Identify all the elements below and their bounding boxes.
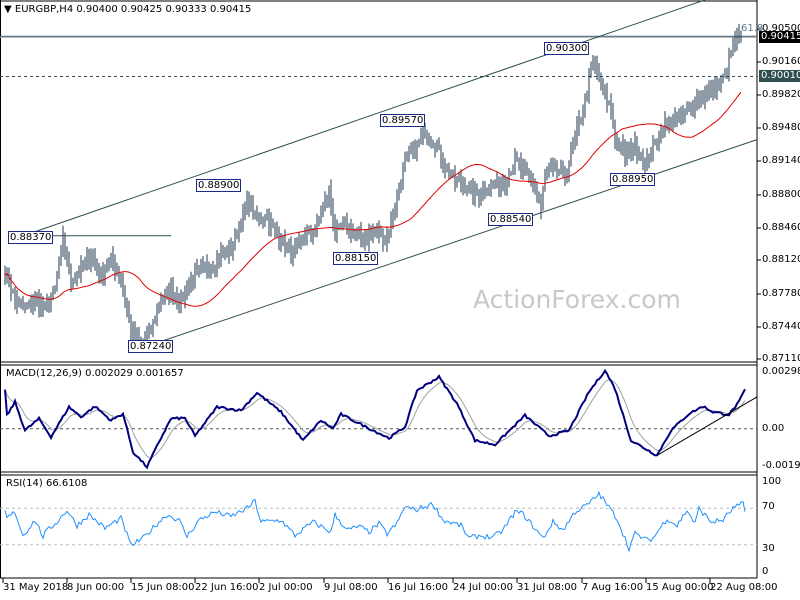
time-axis-label: 8 Jun 00:00	[67, 582, 125, 593]
macd-title: MACD(12,26,9) 0.002029 0.001657	[6, 368, 184, 379]
annotation-label: 0.88370	[8, 231, 54, 244]
price-axis-label: 0.88460	[762, 222, 800, 233]
annotation-label: 0.88900	[196, 179, 242, 192]
price-axis-label: 0.89140	[762, 155, 800, 166]
price-axis-label: 0.88800	[762, 189, 800, 200]
macd-signal-line	[4, 379, 746, 459]
annotation-label: 0.89570	[380, 114, 426, 127]
macd-axis-bottom: -0.00196	[762, 460, 800, 471]
time-axis-label: 9 Jul 08:00	[324, 582, 378, 593]
rsi-axis-label: 0	[762, 566, 769, 577]
annotation-label: 0.90300	[544, 42, 590, 55]
rsi-axis-label: 70	[762, 501, 775, 512]
price-axis-label: 0.90160	[762, 56, 800, 67]
price-axis-label: 0.87440	[762, 321, 800, 332]
current-price-box: 0.90415	[759, 31, 800, 43]
price-axis-label: 0.89480	[762, 122, 800, 133]
watermark: ActionForex.com	[473, 285, 681, 314]
annotation-label: 0.88950	[610, 173, 656, 186]
annotation-label: 0.87240	[128, 340, 174, 353]
rsi-axis-label: 30	[762, 543, 775, 554]
rsi-title: RSI(14) 66.6108	[6, 478, 88, 489]
time-axis-label: 22 Aug 08:00	[710, 582, 778, 593]
collapse-triangle-icon[interactable]: ▼	[4, 4, 12, 15]
level-price-box: 0.90010	[759, 70, 800, 82]
macd-axis-zero: 0.00	[762, 423, 785, 434]
channel-upper-line	[14, 0, 706, 240]
annotation-label: 0.88540	[488, 213, 534, 226]
time-axis-label: 2 Jul 00:00	[259, 582, 313, 593]
annotation-label: 0.88150	[333, 252, 379, 265]
price-axis-label: 0.89820	[762, 89, 800, 100]
time-axis-label: 15 Jun 08:00	[131, 582, 195, 593]
channel-lower-line	[134, 139, 758, 351]
macd-axis-top: 0.002984	[762, 366, 800, 377]
moving-average-line	[4, 91, 742, 307]
ohlc-values: 0.90400 0.90425 0.90333 0.90415	[76, 4, 252, 15]
symbol-label: EURGBP,H4	[14, 4, 74, 15]
macd-trendline	[656, 396, 758, 456]
price-axis-label: 0.90500	[762, 23, 800, 34]
rsi-line	[4, 490, 746, 553]
time-axis-label: 31 Jul 08:00	[517, 582, 577, 593]
time-axis-label: 31 May 2018	[3, 582, 69, 593]
time-axis-label: 22 Jun 16:00	[195, 582, 259, 593]
symbol-header: ▼ EURGBP,H4 0.90400 0.90425 0.90333 0.90…	[4, 4, 251, 15]
time-axis-label: 24 Jul 00:00	[453, 582, 513, 593]
macd-line	[4, 368, 746, 470]
price-axis-label: 0.87110	[762, 353, 800, 364]
time-axis-label: 15 Aug 00:00	[646, 582, 714, 593]
time-axis-label: 16 Jul 16:00	[388, 582, 448, 593]
time-axis-label: 7 Aug 16:00	[582, 582, 644, 593]
price-axis-label: 0.88120	[762, 254, 800, 265]
price-axis-label: 0.87780	[762, 288, 800, 299]
rsi-axis-label: 100	[762, 476, 782, 487]
fib-label: 61.8	[741, 23, 764, 34]
